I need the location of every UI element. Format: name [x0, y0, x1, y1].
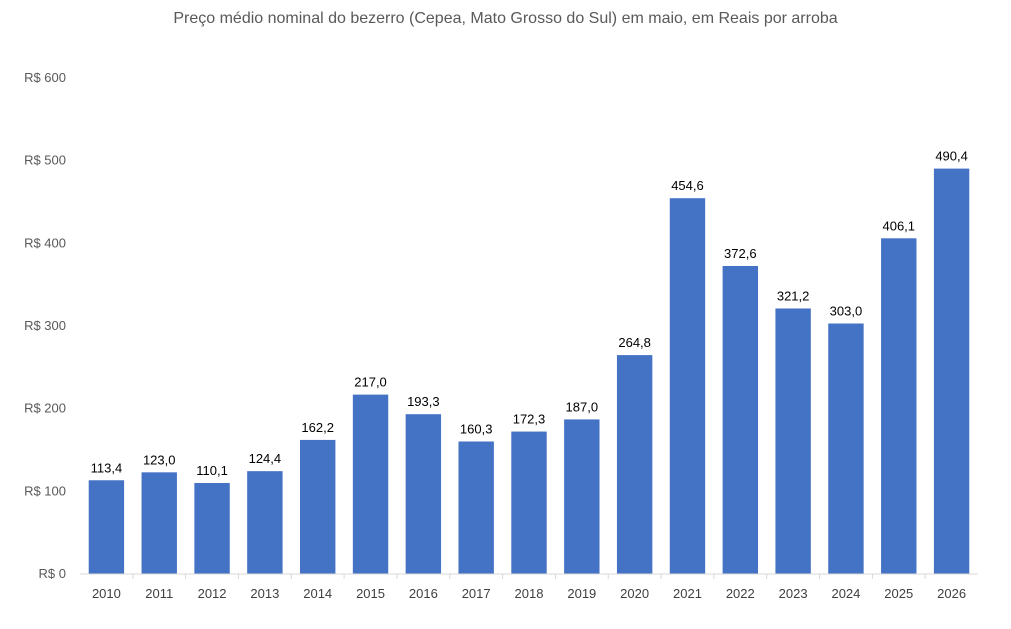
x-tick-label: 2024 — [831, 586, 860, 601]
y-tick-label: R$ 600 — [24, 70, 66, 85]
bar-2024 — [828, 323, 864, 574]
data-label: 123,0 — [143, 452, 176, 467]
x-tick-label: 2014 — [303, 586, 332, 601]
bar-2014 — [300, 439, 336, 574]
data-label: 490,4 — [935, 149, 968, 164]
x-tick-label: 2019 — [567, 586, 596, 601]
bar-2022 — [722, 265, 758, 574]
data-label: 217,0 — [354, 375, 387, 390]
x-tick-label: 2018 — [515, 586, 544, 601]
x-tick-label: 2015 — [356, 586, 385, 601]
bar-2017 — [458, 441, 494, 574]
bar-2020 — [616, 355, 653, 574]
x-tick-label: 2021 — [673, 586, 702, 601]
x-tick-label: 2023 — [779, 586, 808, 601]
data-label: 406,1 — [882, 218, 915, 233]
bar-2018 — [511, 431, 547, 574]
chart-title: Preço médio nominal do bezerro (Cepea, M… — [173, 10, 838, 27]
bar-2016 — [405, 414, 442, 574]
y-tick-label: R$ 200 — [24, 401, 66, 416]
y-tick-label: R$ 400 — [24, 235, 66, 250]
bar-2015 — [352, 394, 389, 574]
bar-2019 — [564, 419, 600, 574]
x-tick-label: 2022 — [726, 586, 755, 601]
data-label: 303,0 — [830, 304, 863, 319]
x-tick-label: 2011 — [145, 586, 173, 601]
x-tick-label: 2017 — [462, 586, 491, 601]
y-axis: R$ 0 R$ 100 R$ 200 R$ 300 R$ 400 R$ 500 R$ 600 — [24, 70, 66, 581]
bar-2025 — [881, 238, 917, 575]
data-label: 187,0 — [566, 399, 599, 414]
x-axis: 2010 2011 2012 2013 2014 2015 2016 2017 2018 2019… — [80, 573, 978, 601]
bar-2023 — [775, 308, 811, 574]
y-tick-label: R$ 300 — [24, 318, 66, 333]
bar-2026 — [933, 168, 970, 574]
bar-2013 — [247, 471, 283, 574]
bar-2021 — [669, 198, 706, 574]
data-label: 124,4 — [249, 451, 282, 466]
data-label: 110,1 — [196, 463, 228, 478]
x-tick-label: 2013 — [250, 586, 279, 601]
data-label: 454,6 — [671, 178, 704, 193]
x-tick-label: 2025 — [884, 586, 913, 601]
bar-2012 — [194, 482, 230, 574]
data-label: 372,6 — [724, 246, 757, 261]
data-label: 193,3 — [407, 394, 440, 409]
data-labels: 113,4 123,0 110,1 124,4 162,2 217,0 193,3 160,3… — [91, 149, 968, 478]
x-tick-label: 2012 — [198, 586, 227, 601]
y-tick-label: R$ 0 — [39, 566, 66, 581]
x-tick-label: 2026 — [937, 586, 966, 601]
data-label: 113,4 — [91, 460, 123, 475]
data-label: 172,3 — [513, 412, 546, 427]
y-tick-label: R$ 500 — [24, 153, 66, 168]
data-label: 264,8 — [618, 335, 651, 350]
data-label: 160,3 — [460, 421, 493, 436]
bar-2011 — [141, 472, 177, 574]
x-tick-label: 2016 — [409, 586, 438, 601]
y-tick-label: R$ 100 — [24, 483, 66, 498]
bars — [88, 168, 970, 575]
x-tick-label: 2020 — [620, 586, 649, 601]
data-label: 162,2 — [301, 420, 334, 435]
data-label: 321,2 — [777, 288, 810, 303]
bar-2010 — [88, 480, 125, 574]
x-tick-label: 2010 — [92, 586, 121, 601]
